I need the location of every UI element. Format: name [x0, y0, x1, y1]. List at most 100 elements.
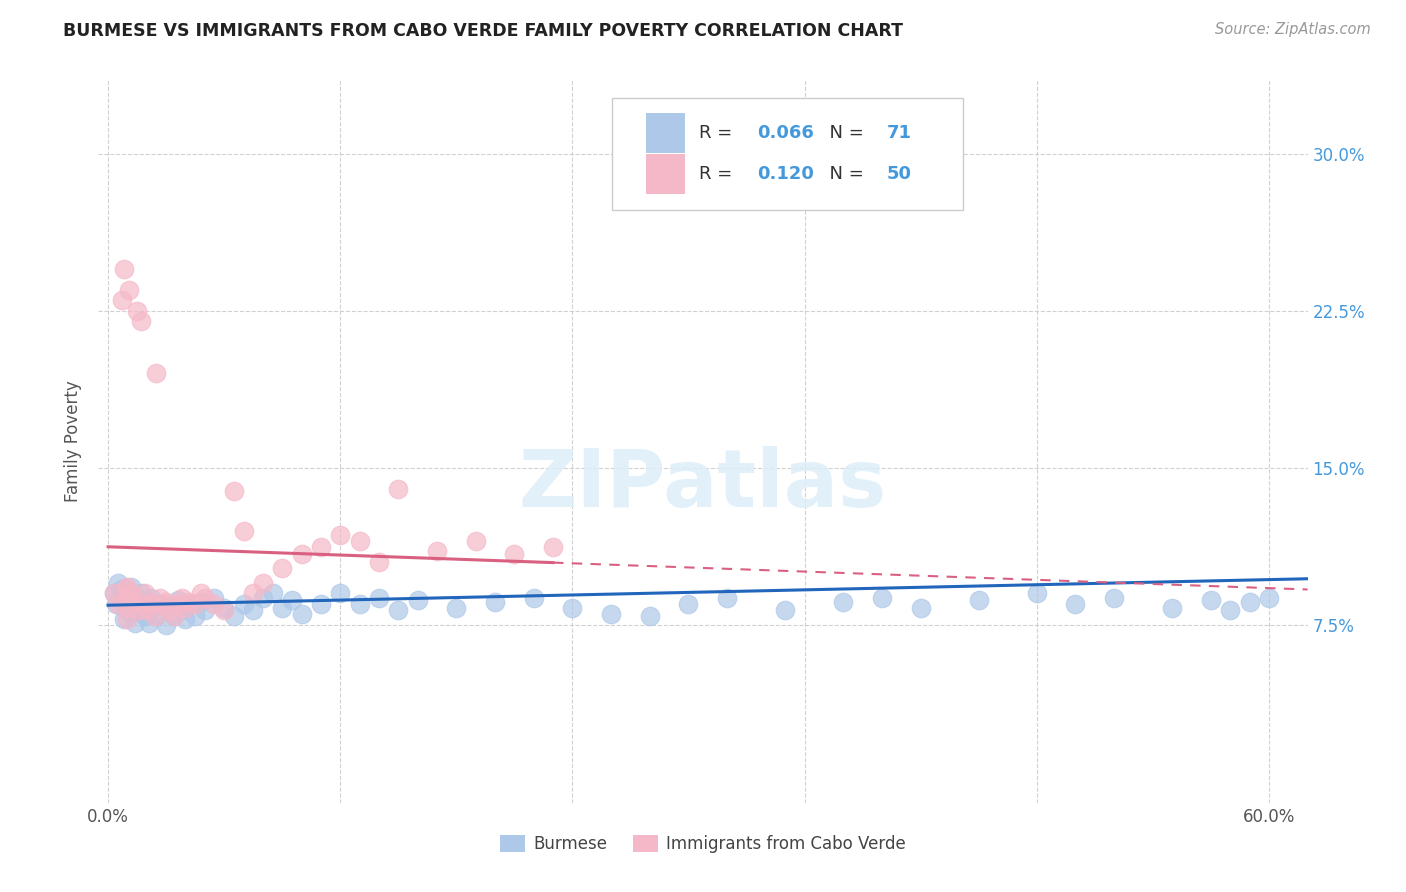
Point	[117, 586, 139, 600]
Point	[163, 609, 186, 624]
Point	[124, 615, 146, 630]
Point	[329, 586, 352, 600]
Point	[135, 603, 157, 617]
Point	[174, 611, 197, 625]
Point	[290, 607, 312, 622]
Point	[112, 261, 135, 276]
Point	[368, 555, 391, 569]
Point	[170, 603, 193, 617]
Point	[387, 482, 409, 496]
Point	[446, 601, 468, 615]
Point	[349, 534, 371, 549]
Point	[117, 580, 139, 594]
Point	[120, 586, 142, 600]
Point	[132, 597, 155, 611]
Point	[212, 601, 235, 615]
Text: N =: N =	[818, 165, 869, 183]
Point	[174, 601, 197, 615]
Point	[271, 561, 294, 575]
Point	[117, 611, 139, 625]
Point	[773, 603, 796, 617]
Point	[406, 592, 429, 607]
Point	[910, 601, 932, 615]
Text: BURMESE VS IMMIGRANTS FROM CABO VERDE FAMILY POVERTY CORRELATION CHART: BURMESE VS IMMIGRANTS FROM CABO VERDE FA…	[63, 22, 903, 40]
Point	[139, 591, 162, 605]
Point	[155, 595, 177, 609]
Point	[1199, 592, 1222, 607]
Point	[503, 547, 526, 561]
Point	[111, 582, 134, 597]
Point	[426, 544, 449, 558]
Point	[204, 591, 226, 605]
Point	[600, 607, 623, 622]
Point	[166, 597, 188, 611]
Point	[678, 597, 700, 611]
Point	[107, 575, 129, 590]
Text: 71: 71	[887, 124, 912, 142]
Point	[149, 597, 172, 611]
Point	[349, 597, 371, 611]
Point	[127, 591, 149, 605]
Point	[108, 591, 131, 605]
Point	[716, 591, 738, 605]
Point	[184, 609, 207, 624]
Point	[114, 582, 136, 597]
Point	[103, 586, 125, 600]
Point	[128, 603, 150, 617]
Point	[139, 597, 162, 611]
Point	[159, 603, 181, 617]
Point	[142, 601, 165, 615]
Point	[166, 592, 188, 607]
Point	[1025, 586, 1047, 600]
Point	[262, 586, 284, 600]
Point	[242, 586, 264, 600]
Point	[122, 595, 145, 609]
Point	[138, 615, 160, 630]
FancyBboxPatch shape	[647, 154, 685, 194]
Point	[104, 597, 127, 611]
Point	[523, 591, 546, 605]
Text: 0.120: 0.120	[758, 165, 814, 183]
Point	[159, 603, 181, 617]
Point	[271, 601, 294, 615]
Point	[170, 591, 193, 605]
Point	[232, 524, 254, 538]
Point	[135, 603, 157, 617]
Point	[122, 605, 145, 619]
Point	[232, 597, 254, 611]
Point	[103, 586, 125, 600]
FancyBboxPatch shape	[647, 113, 685, 153]
Point	[222, 483, 245, 498]
Point	[832, 595, 855, 609]
Text: R =: R =	[699, 165, 738, 183]
Legend: Burmese, Immigrants from Cabo Verde: Burmese, Immigrants from Cabo Verde	[494, 828, 912, 860]
Point	[309, 541, 332, 555]
Point	[149, 591, 172, 605]
Point	[190, 586, 212, 600]
Text: ZIPatlas: ZIPatlas	[519, 446, 887, 524]
Text: Source: ZipAtlas.com: Source: ZipAtlas.com	[1215, 22, 1371, 37]
Point	[118, 283, 141, 297]
Point	[150, 597, 173, 611]
Point	[194, 603, 217, 617]
Point	[134, 586, 156, 600]
Point	[129, 586, 152, 600]
Point	[194, 591, 217, 605]
Point	[1161, 601, 1184, 615]
Point	[773, 157, 796, 171]
Text: N =: N =	[818, 124, 869, 142]
Point	[163, 609, 186, 624]
Text: 50: 50	[887, 165, 912, 183]
Point	[127, 303, 149, 318]
Point	[1102, 591, 1125, 605]
Point	[252, 591, 274, 605]
Point	[252, 575, 274, 590]
Text: 0.066: 0.066	[758, 124, 814, 142]
Point	[1064, 597, 1087, 611]
Point	[329, 527, 352, 541]
Point	[134, 609, 156, 624]
Point	[212, 603, 235, 617]
Point	[368, 591, 391, 605]
Point	[561, 601, 583, 615]
Point	[129, 314, 152, 328]
